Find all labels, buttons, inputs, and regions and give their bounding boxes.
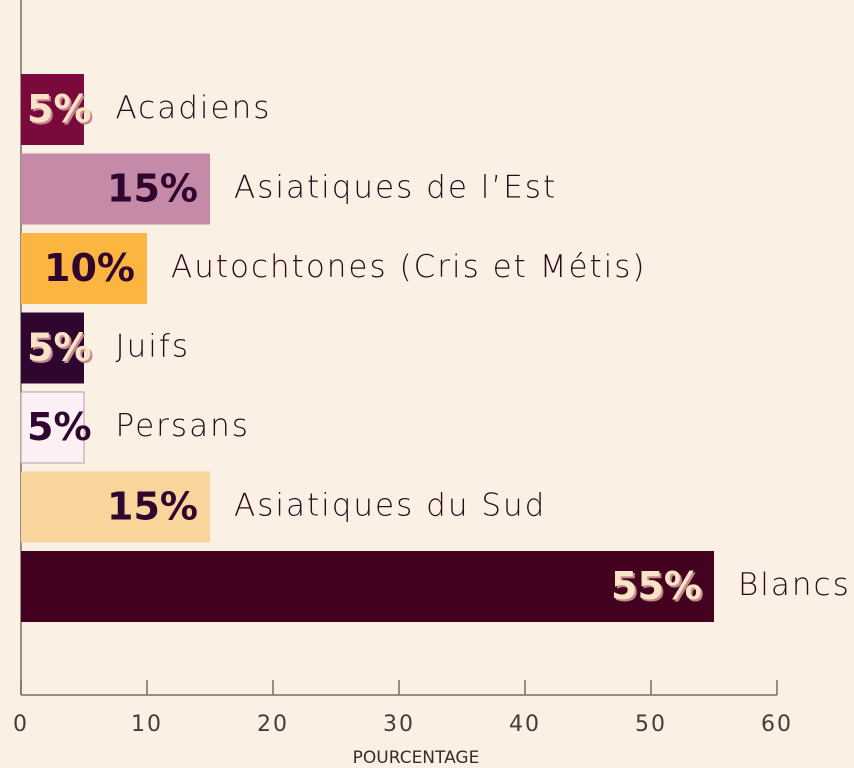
x-tick-label: 60: [761, 712, 793, 737]
category-label: Persans: [116, 408, 250, 444]
x-tick-label: 50: [635, 712, 667, 737]
x-tick-label: 40: [509, 712, 541, 737]
value-label: 5%: [27, 326, 92, 370]
bar: [21, 551, 714, 622]
x-tick-label: 0: [13, 712, 29, 737]
value-label: 5%: [27, 405, 92, 449]
x-tick-label: 10: [131, 712, 163, 737]
value-label: 55%: [611, 564, 702, 608]
value-label: 5%: [27, 87, 92, 131]
x-tick-label: 20: [257, 712, 289, 737]
bar: [20, 391, 85, 464]
bar: [21, 74, 84, 145]
bar: [21, 471, 210, 543]
bar: [21, 233, 147, 304]
category-label: Blancs: [738, 567, 851, 603]
bar: [21, 153, 210, 225]
category-label: Juifs: [116, 329, 190, 365]
category-label: Asiatiques du Sud: [234, 488, 546, 524]
x-tick-label: 30: [383, 712, 415, 737]
category-label: Asiatiques de l’Est: [234, 170, 557, 206]
category-label: Acadiens: [116, 90, 272, 126]
value-label: 10%: [44, 246, 135, 290]
value-label: 15%: [107, 167, 198, 211]
bar: [21, 312, 84, 384]
x-axis-title: POURCENTAGE: [353, 748, 480, 768]
value-label: 15%: [107, 485, 198, 529]
category-label: Autochtones (Cris et Métis): [171, 249, 647, 285]
